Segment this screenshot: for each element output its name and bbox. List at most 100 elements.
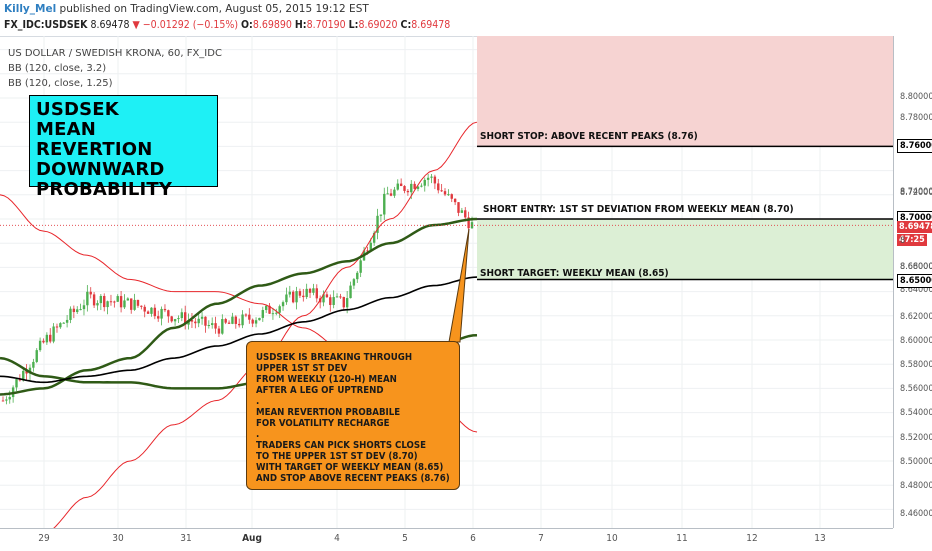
candle-body xyxy=(157,316,160,319)
author-link[interactable]: Killy_Mel xyxy=(4,3,57,15)
candle-body xyxy=(190,320,194,322)
time-tick: 5 xyxy=(402,533,408,544)
callout-line: . xyxy=(256,396,260,407)
price-tick: 8.56000 xyxy=(900,384,932,394)
candle-body xyxy=(1,400,5,402)
candle-body xyxy=(264,305,268,311)
candle-body xyxy=(123,300,126,308)
close-value: 8.69478 xyxy=(411,19,451,31)
time-tick: 30 xyxy=(112,533,124,544)
short-entry-label: SHORT ENTRY: 1ST ST DEVIATION FROM WEEKL… xyxy=(483,204,794,215)
candle-body xyxy=(241,314,244,326)
header-bar: Killy_Mel published on TradingView.com, … xyxy=(0,0,932,37)
candle-body xyxy=(106,301,109,308)
candle-body xyxy=(52,326,55,342)
candle-body xyxy=(325,294,329,298)
candle-body xyxy=(288,291,291,295)
candle-body xyxy=(413,183,416,189)
candle-body xyxy=(345,298,349,308)
candle-body xyxy=(180,312,184,319)
price-tick: 8.68000 xyxy=(900,262,932,272)
candle-body xyxy=(352,279,356,286)
candle-body xyxy=(281,302,285,307)
candle-body xyxy=(5,399,8,401)
target-price-tag: 8.65000 xyxy=(897,274,932,288)
title-line: DOWNWARD xyxy=(36,159,165,180)
callout-line: UPPER 1ST ST DEV xyxy=(256,363,348,374)
candle-body xyxy=(133,299,136,310)
candle-body xyxy=(285,294,288,303)
candle-body xyxy=(113,301,116,303)
price-tick: 8.64000 xyxy=(900,285,932,295)
indicator-bb-outer[interactable]: BB (120, close, 3.2) xyxy=(8,63,107,74)
candle-body xyxy=(204,316,207,326)
candle-body xyxy=(227,322,231,324)
candle-body xyxy=(76,309,79,313)
candle-body xyxy=(96,303,99,306)
title-line: MEAN REVERTION xyxy=(36,119,153,160)
candle-body xyxy=(22,370,25,381)
candle-body xyxy=(308,288,312,293)
price-tick: 8.72000 xyxy=(900,188,932,198)
indicator-bb-inner[interactable]: BB (120, close, 1.25) xyxy=(8,78,113,89)
candle-body xyxy=(32,361,35,368)
time-tick: 11 xyxy=(676,533,688,544)
price-tick: 8.60000 xyxy=(900,336,932,346)
callout-line: TO THE UPPER 1ST ST DEV (8.70) xyxy=(256,451,418,462)
title-line: USDSEK xyxy=(36,99,119,120)
candle-body xyxy=(38,340,42,351)
candle-body xyxy=(55,326,59,328)
candle-body xyxy=(170,316,173,322)
instrument-title: US DOLLAR / SWEDISH KRONA, 60, FX_IDC xyxy=(8,48,222,59)
short-stop-label: SHORT STOP: ABOVE RECENT PEAKS (8.76) xyxy=(480,131,698,142)
candle-body xyxy=(359,260,362,273)
candle-body xyxy=(258,317,261,321)
candle-body xyxy=(399,183,403,187)
open-value: 8.69890 xyxy=(252,19,292,31)
open-label: O: xyxy=(241,19,253,31)
candle-body xyxy=(372,232,376,243)
candle-body xyxy=(447,194,450,196)
callout-pointer xyxy=(448,228,470,343)
callout-line: MEAN REVERTION PROBABILE xyxy=(256,407,401,418)
candle-body xyxy=(437,183,440,191)
candle-body xyxy=(457,202,460,213)
candle-body xyxy=(383,193,386,215)
price-chart[interactable] xyxy=(0,36,893,528)
candle-body xyxy=(109,301,113,303)
candle-body xyxy=(210,323,214,326)
title-line: PROBABILITY xyxy=(36,179,173,200)
time-tick: Aug xyxy=(242,533,262,544)
candle-body xyxy=(82,305,86,310)
analysis-callout: USDSEK IS BREAKING THROUGH UPPER 1ST ST … xyxy=(246,341,460,490)
candle-body xyxy=(194,321,197,324)
price-axis[interactable]: 8.80000 8.78000 8.74000 8.72000 8.68000 … xyxy=(893,36,932,528)
time-axis[interactable]: 29 30 31 Aug 4 5 6 7 10 11 12 13 xyxy=(0,528,893,551)
candle-body xyxy=(25,370,28,374)
chart-legend: US DOLLAR / SWEDISH KRONA, 60, FX_IDC BB… xyxy=(8,46,222,91)
candle-body xyxy=(251,319,254,324)
callout-line: . xyxy=(256,429,260,440)
candle-body xyxy=(379,214,383,216)
candle-body xyxy=(268,305,271,314)
callout-line: AND STOP ABOVE RECENT PEAKS (8.76) xyxy=(256,473,450,484)
candle-body xyxy=(217,328,221,334)
candle-body xyxy=(130,298,133,310)
candle-body xyxy=(406,190,410,193)
candle-body xyxy=(329,297,332,305)
candle-body xyxy=(42,340,45,343)
bb-inner-upper-band xyxy=(0,217,478,396)
time-tick: 12 xyxy=(746,533,758,544)
candle-body xyxy=(254,320,258,324)
candle-body xyxy=(315,288,318,299)
candle-body xyxy=(460,210,464,213)
symbol-label[interactable]: FX_IDC:USDSEK xyxy=(4,19,88,31)
candle-body xyxy=(386,193,389,195)
candle-body xyxy=(214,323,217,329)
candle-body xyxy=(248,314,251,320)
candle-body xyxy=(136,299,140,306)
candle-body xyxy=(244,314,248,316)
candle-body xyxy=(207,325,211,327)
quote-line: FX_IDC:USDSEK 8.69478 ▼ −0.01292 (−0.15%… xyxy=(4,19,450,31)
candle-body xyxy=(339,296,342,298)
